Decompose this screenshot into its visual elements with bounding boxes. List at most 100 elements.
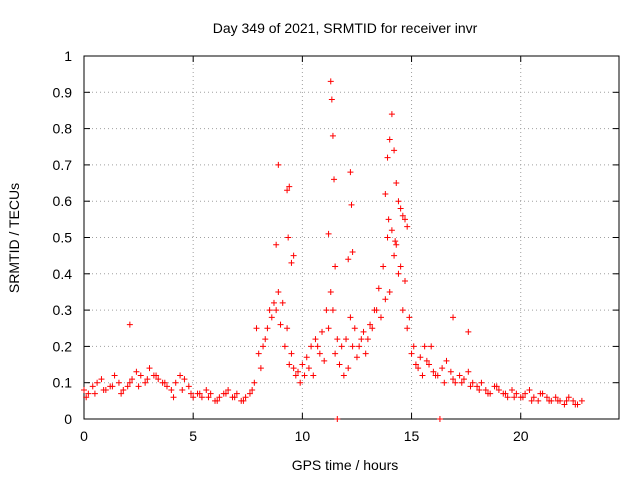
data-point: [382, 296, 389, 303]
x-tick-label: 10: [295, 428, 311, 444]
data-point: [301, 372, 308, 379]
data-point: [395, 270, 402, 277]
data-point: [323, 307, 330, 314]
data-point: [181, 376, 188, 383]
data-point: [402, 216, 408, 223]
data-point: [275, 288, 282, 295]
data-point: [386, 288, 393, 295]
data-point: [522, 390, 529, 397]
data-point: [133, 368, 140, 375]
y-tick-label: 0.7: [53, 157, 73, 173]
data-points: [81, 78, 585, 422]
data-point: [349, 249, 356, 256]
x-tick-label: 15: [404, 428, 420, 444]
data-point: [391, 147, 398, 154]
data-point: [554, 397, 561, 404]
data-point: [528, 397, 535, 404]
data-point: [126, 321, 133, 328]
data-point: [253, 325, 260, 332]
data-point: [331, 176, 338, 183]
data-point: [467, 383, 474, 390]
data-point: [292, 372, 299, 379]
data-point: [513, 390, 520, 397]
x-tick-label: 20: [513, 428, 529, 444]
x-axis-label: GPS time / hours: [292, 457, 399, 473]
data-point: [81, 386, 87, 393]
data-point: [393, 180, 400, 187]
data-point: [476, 386, 483, 393]
data-point: [412, 361, 419, 368]
data-point: [329, 132, 336, 139]
data-point: [225, 386, 232, 393]
data-point: [207, 390, 214, 397]
data-point: [316, 350, 323, 357]
data-point: [443, 357, 450, 364]
data-point: [262, 336, 269, 343]
data-point: [146, 365, 153, 372]
data-point: [305, 365, 312, 372]
data-point: [124, 383, 131, 390]
data-point: [170, 394, 177, 401]
data-point: [83, 394, 90, 401]
data-point: [364, 336, 371, 343]
data-point: [172, 379, 179, 386]
data-point: [111, 372, 118, 379]
y-tick-label: 0.8: [53, 121, 73, 137]
data-point: [242, 394, 249, 401]
data-point: [312, 336, 319, 343]
data-point: [334, 416, 341, 422]
data-point: [404, 223, 411, 230]
data-point: [299, 361, 306, 368]
data-point: [89, 383, 96, 390]
data-point: [450, 376, 457, 383]
data-point: [288, 350, 295, 357]
data-point: [198, 394, 205, 401]
data-point: [314, 343, 321, 350]
data-point: [94, 379, 101, 386]
data-point: [126, 379, 133, 386]
data-point: [375, 285, 382, 292]
data-point: [279, 299, 286, 306]
data-point: [155, 376, 162, 383]
data-point: [203, 386, 210, 393]
data-point: [275, 161, 282, 168]
data-point: [168, 386, 175, 393]
data-point: [270, 299, 277, 306]
data-point: [163, 383, 170, 390]
data-point: [495, 386, 502, 393]
data-point: [432, 372, 439, 379]
data-point: [231, 394, 238, 401]
x-tick-label: 0: [80, 428, 88, 444]
data-point: [321, 357, 328, 364]
chart-title: Day 349 of 2021, SRMTID for receiver inv…: [213, 20, 478, 36]
data-point: [465, 328, 472, 335]
data-point: [336, 361, 343, 368]
data-point: [399, 307, 406, 314]
data-point: [115, 379, 122, 386]
data-point: [423, 357, 430, 364]
x-tick-labels: 0 5 10 15 20: [80, 428, 529, 444]
y-tick-label: 0.6: [53, 193, 73, 209]
y-tick-label: 1: [64, 48, 72, 64]
y-tick-label: 0.4: [53, 266, 73, 282]
data-point: [570, 397, 577, 404]
data-point: [177, 372, 184, 379]
data-point: [347, 169, 354, 176]
data-point: [348, 201, 355, 208]
data-point: [572, 401, 579, 408]
data-point: [417, 354, 424, 361]
data-point: [91, 390, 98, 397]
data-point: [286, 183, 293, 190]
data-point: [402, 278, 408, 285]
data-point: [285, 234, 292, 241]
data-point: [290, 365, 297, 372]
plot-area: [83, 55, 620, 420]
data-point: [188, 390, 194, 397]
data-point: [222, 390, 229, 397]
data-point: [345, 365, 352, 372]
data-point: [340, 372, 347, 379]
data-point: [430, 368, 437, 375]
data-point: [404, 325, 411, 332]
data-point: [419, 372, 426, 379]
data-point: [356, 343, 363, 350]
